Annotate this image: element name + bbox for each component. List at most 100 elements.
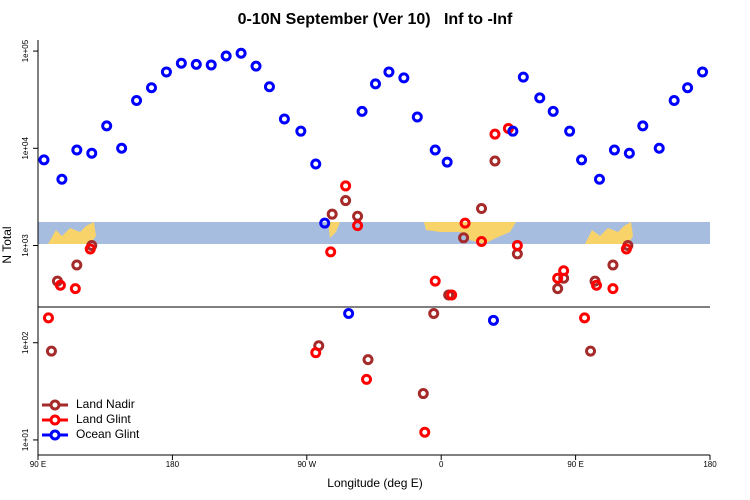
marker: [263, 81, 275, 93]
x-tick-label: 180: [166, 460, 180, 469]
marker: [487, 314, 499, 326]
marker: [653, 142, 665, 154]
marker: [591, 279, 603, 291]
marker: [576, 154, 588, 166]
marker: [116, 142, 128, 154]
legend-marker: [49, 399, 61, 411]
marker: [441, 156, 453, 168]
x-tick-label: 90 W: [297, 460, 316, 469]
marker: [325, 246, 337, 258]
marker: [428, 307, 440, 319]
marker: [459, 217, 471, 229]
y-tick-label: 1e+03: [21, 234, 30, 257]
marker: [585, 345, 597, 357]
marker: [446, 289, 458, 301]
marker: [326, 208, 338, 220]
marker: [517, 71, 529, 83]
marker: [511, 248, 523, 260]
marker: [362, 354, 374, 366]
marker: [558, 265, 570, 277]
marker: [534, 92, 546, 104]
marker: [86, 147, 98, 159]
marker: [190, 58, 202, 70]
marker: [319, 217, 331, 229]
marker: [42, 312, 54, 324]
marker: [668, 95, 680, 107]
marker: [310, 158, 322, 170]
marker: [398, 72, 410, 84]
marker: [175, 57, 187, 69]
x-tick-label: 90 E: [567, 460, 583, 469]
marker: [620, 243, 632, 255]
marker: [511, 240, 523, 252]
marker: [352, 220, 364, 232]
marker: [56, 173, 68, 185]
marker: [547, 105, 559, 117]
marker: [369, 78, 381, 90]
y-tick-label: 1e+02: [21, 331, 30, 354]
marker: [489, 128, 501, 140]
marker: [205, 59, 217, 71]
marker: [476, 235, 488, 247]
marker: [295, 125, 307, 137]
marker: [160, 66, 172, 78]
marker: [419, 426, 431, 438]
marker: [411, 111, 423, 123]
marker: [38, 154, 50, 166]
marker: [429, 144, 441, 156]
marker: [131, 95, 143, 107]
marker: [220, 50, 232, 62]
marker: [607, 283, 619, 295]
marker: [45, 345, 57, 357]
marker: [54, 279, 66, 291]
marker: [383, 66, 395, 78]
legend-marker: [49, 414, 61, 426]
y-axis-title: N Total: [0, 226, 14, 263]
marker: [69, 283, 81, 295]
legend-label: Ocean Glint: [76, 427, 140, 441]
marker: [552, 272, 564, 284]
marker: [310, 347, 322, 359]
marker: [608, 144, 620, 156]
marker: [278, 113, 290, 125]
marker: [458, 232, 470, 244]
y-tick-label: 1e+05: [21, 39, 30, 62]
marker: [429, 275, 441, 287]
marker: [84, 243, 96, 255]
marker: [250, 60, 262, 72]
marker: [476, 203, 488, 215]
marker: [101, 120, 113, 132]
marker: [564, 125, 576, 137]
marker: [361, 373, 373, 385]
marker: [352, 210, 364, 222]
marker: [489, 155, 501, 167]
marker: [340, 195, 352, 207]
x-tick-label: 90 E: [30, 460, 46, 469]
marker: [356, 105, 368, 117]
marker: [145, 82, 157, 94]
marker: [579, 312, 591, 324]
legend-label: Land Glint: [76, 412, 131, 426]
chart-title: 0-10N September (Ver 10) Inf to -Inf: [238, 11, 513, 28]
legend-marker: [49, 429, 61, 441]
x-tick-label: 180: [703, 460, 717, 469]
x-tick-label: 0: [439, 460, 444, 469]
y-tick-label: 1e+04: [21, 137, 30, 160]
legend-label: Land Nadir: [76, 397, 135, 411]
marker: [593, 173, 605, 185]
marker: [697, 66, 709, 78]
marker: [417, 388, 429, 400]
marker: [235, 47, 247, 59]
x-axis-title: Longitude (deg E): [327, 476, 422, 490]
marker: [71, 259, 83, 271]
y-tick-label: 1e+01: [21, 428, 30, 451]
marker: [623, 147, 635, 159]
marker: [637, 120, 649, 132]
marker: [607, 259, 619, 271]
marker: [507, 125, 519, 137]
marker: [552, 283, 564, 295]
marker: [343, 307, 355, 319]
marker: [682, 82, 694, 94]
map-strip: [38, 222, 710, 244]
